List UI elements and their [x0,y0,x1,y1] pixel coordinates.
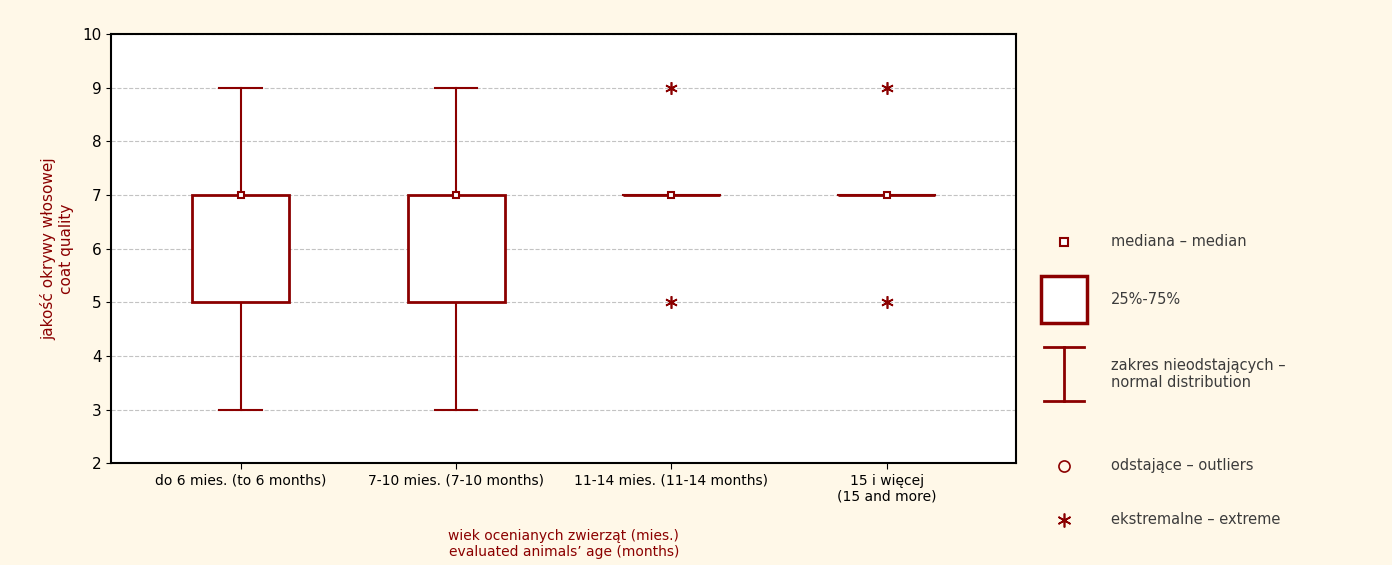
Bar [192,195,290,302]
Text: odstające – outliers: odstające – outliers [1111,458,1253,473]
Text: wiek ocenianych zwierząt (mies.)
evaluated animals’ age (months): wiek ocenianych zwierząt (mies.) evaluat… [448,529,679,559]
Text: mediana – median: mediana – median [1111,234,1246,249]
Text: zakres nieodstających –
normal distribution: zakres nieodstających – normal distribut… [1111,358,1285,390]
Text: ekstremalne – extreme: ekstremalne – extreme [1111,512,1281,527]
Bar [408,195,504,302]
Y-axis label: jakość okrywy włosowej
coat quality: jakość okrywy włosowej coat quality [40,157,74,340]
Text: 25%-75%: 25%-75% [1111,292,1180,307]
